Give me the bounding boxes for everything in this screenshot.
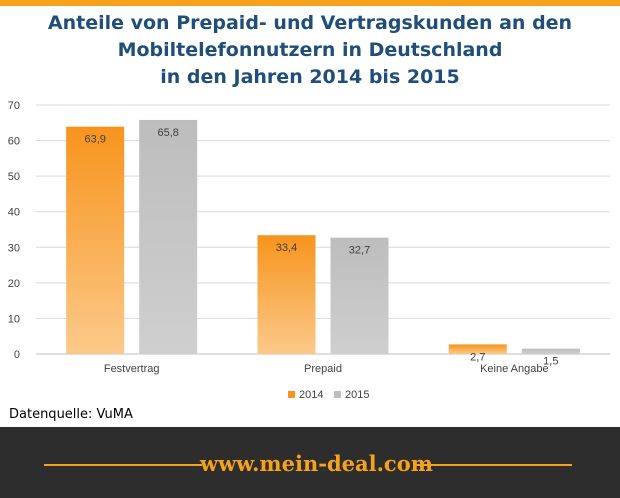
y-tick-label: 30 — [8, 242, 20, 254]
y-tick-label: 10 — [8, 313, 20, 325]
y-tick-label: 20 — [8, 278, 20, 290]
footer-banner: www.mein-deal.com — [0, 427, 620, 498]
title-line-2: Mobiltelefonnutzern in Deutschland — [117, 39, 503, 61]
data-label: 2,7 — [470, 351, 485, 363]
footer-line-left — [44, 464, 202, 466]
top-accent-stripe — [0, 0, 620, 6]
bar-2015-2 — [521, 348, 580, 354]
data-label: 65,8 — [157, 127, 178, 139]
title-line-3: in den Jahren 2014 bis 2015 — [160, 66, 460, 88]
x-category-label: Prepaid — [304, 363, 342, 375]
legend-label-2015: 2015 — [345, 389, 369, 401]
x-category-label: Festvertrag — [104, 363, 160, 375]
legend-swatch-2015 — [334, 391, 341, 398]
data-label: 63,9 — [84, 134, 105, 146]
data-source-note: Datenquelle: VuMA — [9, 407, 133, 422]
x-category-label: Keine Angabe — [480, 363, 549, 375]
y-tick-label: 40 — [8, 207, 20, 219]
bar-2014-1 — [257, 235, 316, 354]
y-tick-label: 60 — [8, 136, 20, 148]
footer-url[interactable]: www.mein-deal.com — [200, 451, 433, 476]
title-line-1: Anteile von Prepaid- und Vertragskunden … — [47, 12, 573, 34]
legend-label-2014: 2014 — [299, 389, 323, 401]
data-label: 32,7 — [349, 245, 370, 257]
y-tick-label: 70 — [8, 100, 20, 112]
y-tick-label: 0 — [14, 349, 20, 361]
legend-swatch-2014 — [288, 391, 295, 398]
bar-2014-2 — [448, 344, 507, 354]
footer-line-right — [414, 464, 572, 466]
bar-2014-0 — [66, 126, 125, 354]
data-label: 33,4 — [276, 242, 297, 254]
data-label: 1,5 — [543, 356, 558, 368]
bar-chart: 0 10 20 30 40 50 60 70 63,9 65,8 Festvertrag 33,4 32… — [8, 100, 610, 401]
bar-2015-0 — [139, 119, 198, 354]
chart-title: Anteile von Prepaid- und Vertragskunden … — [0, 10, 620, 91]
bar-2015-1 — [330, 237, 389, 354]
y-tick-label: 50 — [8, 171, 20, 183]
